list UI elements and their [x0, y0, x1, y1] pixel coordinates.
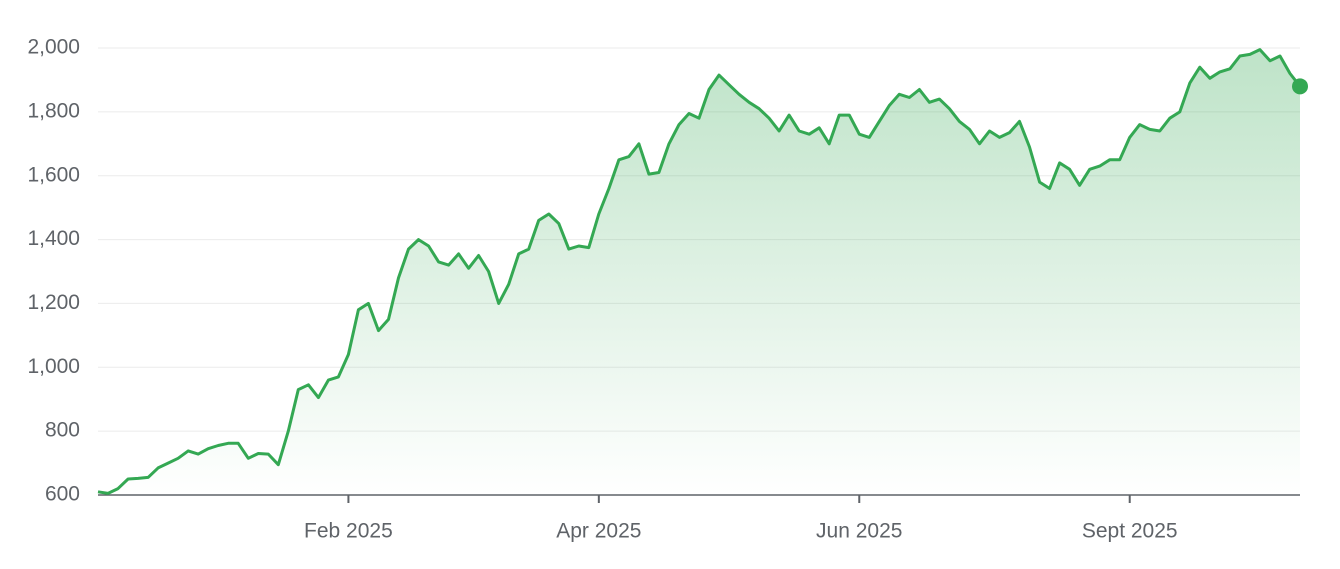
x-tick-label: Feb 2025 [304, 520, 393, 543]
area [98, 49, 1300, 495]
y-tick-label: 1,600 [27, 163, 80, 186]
y-tick-label: 1,400 [27, 227, 80, 250]
y-tick-label: 1,000 [27, 355, 80, 378]
y-tick-label: 600 [45, 483, 80, 506]
y-tick-label: 2,000 [27, 36, 80, 59]
y-tick-label: 800 [45, 419, 80, 442]
x-tick-label: Jun 2025 [816, 520, 902, 543]
x-tick-label: Apr 2025 [556, 520, 641, 543]
x-tick-label: Sept 2025 [1082, 520, 1178, 543]
end-dot [1292, 78, 1308, 95]
y-tick-label: 1,800 [27, 99, 80, 122]
y-tick-label: 1,200 [27, 291, 80, 314]
line [97, 48, 1302, 495]
